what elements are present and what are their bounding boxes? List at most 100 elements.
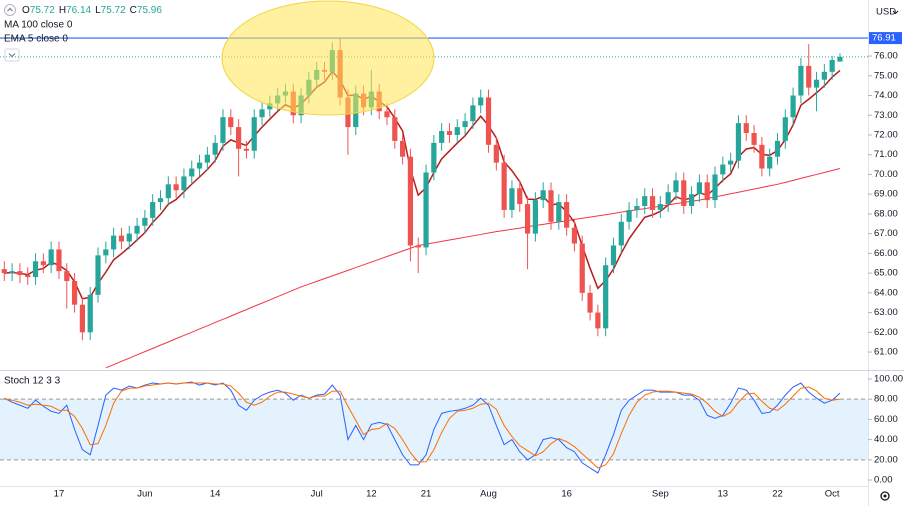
y-tick-label: 75.00 [874, 70, 898, 81]
ohlc-value: 75.96 [137, 5, 162, 16]
level-label-bg [869, 32, 902, 45]
candle-body [470, 105, 476, 122]
candle-body [173, 184, 179, 191]
candle-body [657, 204, 663, 210]
candle-body [79, 304, 85, 333]
candle-body [259, 109, 265, 118]
candle-body [181, 176, 187, 191]
candle-body [813, 79, 820, 88]
candle-body [134, 225, 140, 234]
candle-body [431, 142, 437, 173]
indicator-line [4, 382, 841, 469]
ohlc-letter: L [95, 5, 101, 16]
ohlc-value: 75.72 [30, 5, 55, 16]
candle-body [423, 172, 429, 248]
candle-body [642, 196, 648, 207]
x-tick-label: Jul [311, 489, 323, 500]
legend-toggle[interactable] [4, 48, 20, 62]
candle-body [681, 180, 687, 207]
candle-body [673, 180, 679, 193]
candle-body [540, 190, 546, 201]
y-tick-label: 69.00 [874, 189, 898, 200]
y-tick-label: 73.00 [874, 110, 898, 121]
y-tick-label: 65.00 [874, 268, 898, 279]
candle-body [517, 188, 523, 205]
candle-body [439, 131, 445, 143]
candle-body [228, 117, 234, 128]
candle-body [501, 162, 507, 210]
y-tick-label: 74.00 [874, 90, 898, 101]
candle-body [618, 221, 624, 246]
candle-body [384, 111, 390, 118]
candle-body [696, 182, 702, 195]
candle-body [767, 156, 773, 169]
candle-body [790, 95, 796, 118]
indicator-line [4, 381, 841, 474]
candle-body [392, 117, 398, 141]
y-tick-label: 60.00 [874, 414, 898, 425]
candle-body [267, 103, 273, 110]
x-tick-label: 12 [366, 489, 377, 500]
candle-body [454, 127, 460, 135]
settings-icon[interactable] [880, 491, 890, 501]
ohlc-letter: O [22, 5, 30, 16]
candle-body [243, 148, 250, 151]
y-tick-label: 63.00 [874, 307, 898, 318]
y-tick-label: 40.00 [874, 434, 898, 445]
candle-body [524, 204, 531, 234]
candle-body [564, 202, 570, 228]
y-tick-label: 76.00 [874, 51, 898, 62]
candle-body [25, 275, 31, 278]
candle-body [236, 127, 242, 149]
x-tick-label: Jun [137, 489, 152, 500]
candle-body [1, 269, 7, 274]
candle-body [251, 117, 257, 151]
candle-body [587, 292, 593, 313]
ohlc-header: O75.72 H76.14 L75.72 C75.96 [22, 5, 162, 16]
candle-body [626, 209, 632, 222]
y-tick-label: 61.00 [874, 347, 898, 358]
candle-body [165, 184, 171, 199]
candle-body [837, 56, 843, 62]
x-tick-label: 16 [561, 489, 572, 500]
candle-body [743, 123, 749, 134]
x-tick-label: 21 [421, 489, 432, 500]
candle-body [462, 121, 468, 128]
candle-body [150, 202, 156, 218]
collapse-icon[interactable] [4, 4, 16, 16]
candle-body [759, 144, 765, 169]
candle-body [556, 202, 562, 222]
candle-body [610, 245, 617, 266]
pane-title: Stoch 12 3 3 [4, 376, 61, 387]
candle-body [64, 271, 70, 282]
ohlc-letter: H [59, 5, 66, 16]
candle-body [712, 174, 718, 201]
candle-body [720, 164, 726, 175]
candle-body [829, 59, 835, 72]
candle-body [400, 140, 406, 157]
y-tick-label: 68.00 [874, 208, 898, 219]
candle-body [212, 142, 218, 155]
candle-body [40, 261, 46, 266]
x-tick-label: 13 [718, 489, 729, 500]
candle-body [196, 162, 203, 169]
candle-body [9, 271, 15, 274]
candle-body [688, 194, 695, 207]
candle-body [595, 312, 601, 329]
candle-body [603, 265, 609, 329]
candle-body [126, 233, 132, 242]
y-tick-label: 62.00 [874, 327, 898, 338]
y-tick-label: 67.00 [874, 228, 898, 239]
candle-body [493, 144, 499, 163]
candle-body [32, 261, 39, 278]
candle-body [634, 206, 640, 210]
candle-body [774, 140, 781, 157]
candle-body [415, 245, 421, 248]
currency: USD [876, 7, 896, 18]
candle-body [478, 97, 484, 106]
candle-body [48, 249, 54, 266]
candle-body [103, 249, 109, 256]
candle-body [118, 235, 125, 242]
y-tick-label: 64.00 [874, 287, 898, 298]
